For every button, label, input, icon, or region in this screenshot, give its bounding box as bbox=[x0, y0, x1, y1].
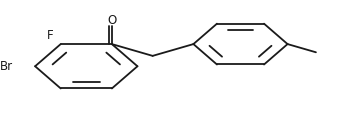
Text: Br: Br bbox=[0, 60, 13, 73]
Text: F: F bbox=[47, 29, 54, 42]
Text: O: O bbox=[107, 14, 116, 27]
